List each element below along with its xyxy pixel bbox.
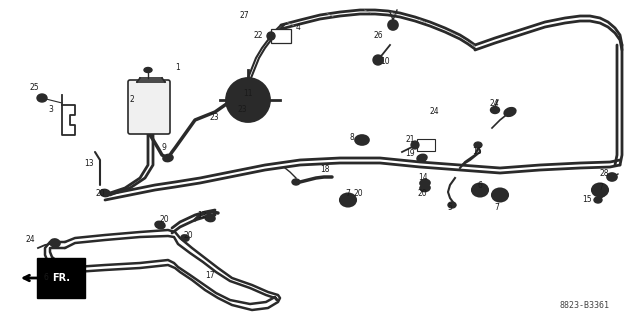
Ellipse shape — [340, 194, 356, 206]
Text: 20: 20 — [418, 189, 428, 197]
Text: 1: 1 — [175, 63, 180, 72]
Ellipse shape — [181, 235, 189, 241]
Ellipse shape — [228, 99, 236, 105]
Text: 6: 6 — [43, 273, 48, 283]
Text: 7: 7 — [494, 203, 499, 211]
Text: 13: 13 — [84, 159, 93, 167]
Text: 23: 23 — [238, 106, 248, 115]
Text: 21: 21 — [406, 136, 415, 145]
Text: 25: 25 — [29, 84, 38, 93]
Text: 12: 12 — [197, 211, 207, 219]
Ellipse shape — [592, 183, 608, 197]
Circle shape — [56, 276, 64, 284]
Circle shape — [267, 32, 275, 40]
Text: 24: 24 — [430, 108, 440, 116]
Text: 3: 3 — [48, 106, 53, 115]
Circle shape — [496, 191, 504, 199]
Ellipse shape — [420, 184, 430, 191]
Text: 17: 17 — [205, 271, 214, 279]
Text: 28: 28 — [599, 168, 609, 177]
Circle shape — [411, 141, 419, 149]
FancyBboxPatch shape — [417, 139, 435, 151]
Text: 15: 15 — [582, 196, 591, 204]
Ellipse shape — [163, 154, 173, 161]
Circle shape — [243, 95, 253, 105]
Text: 16: 16 — [472, 146, 482, 155]
Text: 23: 23 — [210, 114, 220, 122]
Ellipse shape — [144, 68, 152, 72]
Text: 24: 24 — [489, 99, 499, 108]
Text: 24: 24 — [26, 235, 36, 244]
Circle shape — [358, 136, 366, 144]
Text: FR.: FR. — [52, 273, 70, 283]
Circle shape — [344, 196, 352, 204]
Ellipse shape — [292, 179, 300, 185]
FancyBboxPatch shape — [128, 80, 170, 134]
Text: 14: 14 — [418, 174, 428, 182]
Text: 22: 22 — [253, 32, 262, 41]
Text: 8823-B3361: 8823-B3361 — [560, 301, 610, 310]
Text: 20: 20 — [353, 189, 363, 197]
Text: 10: 10 — [380, 57, 390, 66]
Ellipse shape — [355, 135, 369, 145]
Text: 7: 7 — [598, 182, 603, 191]
Ellipse shape — [205, 214, 215, 222]
Ellipse shape — [474, 142, 482, 148]
Ellipse shape — [52, 273, 68, 287]
Text: 11: 11 — [243, 88, 253, 98]
Text: 9: 9 — [161, 144, 166, 152]
Text: 8: 8 — [349, 132, 354, 142]
Text: 20: 20 — [96, 189, 106, 197]
Text: 19: 19 — [405, 149, 415, 158]
Text: 18: 18 — [320, 166, 330, 174]
FancyBboxPatch shape — [271, 29, 291, 43]
Text: 5: 5 — [447, 204, 452, 212]
Text: 27: 27 — [240, 11, 250, 19]
Ellipse shape — [504, 108, 516, 116]
Ellipse shape — [448, 202, 456, 208]
Text: 20: 20 — [183, 231, 193, 240]
Text: 6: 6 — [478, 182, 483, 190]
Circle shape — [373, 55, 383, 65]
Text: 2: 2 — [130, 95, 135, 105]
Ellipse shape — [37, 94, 47, 102]
Ellipse shape — [417, 154, 427, 162]
Ellipse shape — [490, 107, 499, 114]
Ellipse shape — [607, 173, 617, 181]
Circle shape — [476, 186, 484, 194]
Ellipse shape — [492, 189, 508, 202]
Circle shape — [596, 186, 604, 194]
Text: 4: 4 — [296, 24, 301, 33]
Ellipse shape — [472, 183, 488, 197]
Ellipse shape — [100, 189, 110, 197]
Ellipse shape — [155, 221, 165, 229]
Text: 26: 26 — [373, 31, 383, 40]
Circle shape — [388, 20, 398, 30]
Ellipse shape — [594, 197, 602, 203]
Ellipse shape — [420, 180, 430, 187]
Text: 7: 7 — [345, 189, 350, 197]
Circle shape — [226, 78, 270, 122]
Text: 20: 20 — [160, 216, 170, 225]
Ellipse shape — [50, 239, 60, 247]
